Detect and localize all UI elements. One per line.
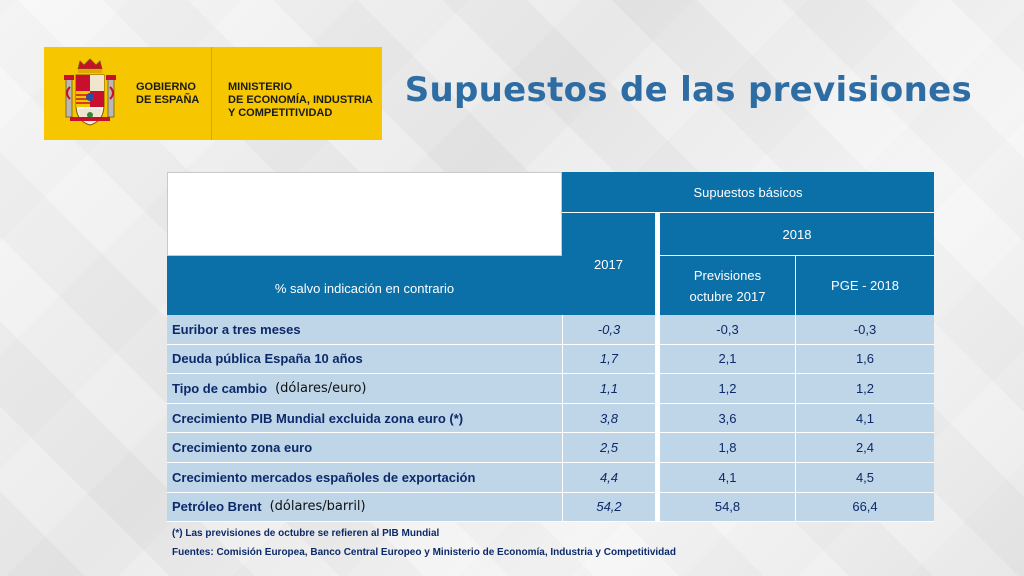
- row-label-text: Crecimiento PIB Mundial excluida zona eu…: [172, 410, 464, 426]
- table-row-label: Crecimiento mercados españoles de export…: [167, 463, 562, 493]
- row-label-text: Crecimiento mercados españoles de export…: [172, 469, 476, 485]
- table-row-label: Deuda pública España 10 años: [167, 344, 562, 375]
- coat-of-arms-icon: [64, 58, 116, 126]
- government-logo: GOBIERNO DE ESPAÑA MINISTERIO DE ECONOMÍ…: [44, 47, 382, 140]
- value-2017: -0,3: [562, 315, 655, 345]
- value-pge: 66,4: [796, 492, 934, 523]
- sources-note: Fuentes: Comisión Europea, Banco Central…: [172, 547, 676, 558]
- assumptions-table: Supuestos básicos 2017 2018 % salvo indi…: [167, 172, 934, 523]
- value-previsiones: 3,6: [660, 403, 796, 434]
- table-row-label: Crecimiento zona euro: [167, 433, 562, 463]
- value-2017: 1,1: [562, 374, 655, 404]
- footnote: (*) Las previsiones de octubre se refier…: [172, 528, 440, 539]
- subheader-pge: PGE - 2018: [796, 256, 934, 315]
- value-2017: 1,7: [562, 344, 655, 375]
- value-previsiones: 4,1: [660, 463, 796, 493]
- value-pge: 4,1: [796, 403, 934, 434]
- value-pge: 2,4: [796, 433, 934, 463]
- column-gap: [655, 213, 660, 522]
- page-title: Supuestos de las previsiones: [404, 70, 972, 110]
- table-corner: [167, 172, 562, 256]
- col-header-2018: 2018: [660, 213, 934, 256]
- value-2017: 54,2: [562, 492, 655, 523]
- ministry-name: MINISTERIO DE ECONOMÍA, INDUSTRIA Y COMP…: [228, 81, 373, 119]
- value-previsiones: 1,8: [660, 433, 796, 463]
- row-label-text: Tipo de cambio: [172, 380, 268, 396]
- row-label-text: Crecimiento zona euro: [172, 440, 313, 456]
- value-pge: 1,2: [796, 374, 934, 404]
- table-row-label: Euribor a tres meses: [167, 315, 562, 345]
- value-pge: -0,3: [796, 315, 934, 345]
- subheader-previsiones: Previsiones octubre 2017: [660, 256, 796, 315]
- group-header: Supuestos básicos: [562, 172, 934, 213]
- table-row-label: Petróleo Brent (dólares/barril): [167, 492, 562, 523]
- value-pge: 4,5: [796, 463, 934, 493]
- value-previsiones: 2,1: [660, 344, 796, 375]
- government-name: GOBIERNO DE ESPAÑA: [136, 81, 200, 106]
- row-label-text: Euribor a tres meses: [172, 321, 301, 337]
- col-header-2017: 2017: [562, 213, 655, 315]
- value-previsiones: 54,8: [660, 492, 796, 523]
- value-2017: 3,8: [562, 403, 655, 434]
- value-previsiones: -0,3: [660, 315, 796, 345]
- row-unit-text: (dólares/euro): [275, 380, 367, 396]
- value-previsiones: 1,2: [660, 374, 796, 404]
- logo-divider: [211, 47, 212, 140]
- value-2017: 2,5: [562, 433, 655, 463]
- table-row-label: Crecimiento PIB Mundial excluida zona eu…: [167, 403, 562, 434]
- row-unit-text: (dólares/barril): [269, 499, 366, 515]
- value-pge: 1,6: [796, 344, 934, 375]
- value-2017: 4,4: [562, 463, 655, 493]
- row-label-text: Petróleo Brent: [172, 499, 262, 515]
- table-row-label: Tipo de cambio (dólares/euro): [167, 374, 562, 404]
- row-label-text: Deuda pública España 10 años: [172, 351, 363, 367]
- row-header: % salvo indicación en contrario: [167, 256, 562, 315]
